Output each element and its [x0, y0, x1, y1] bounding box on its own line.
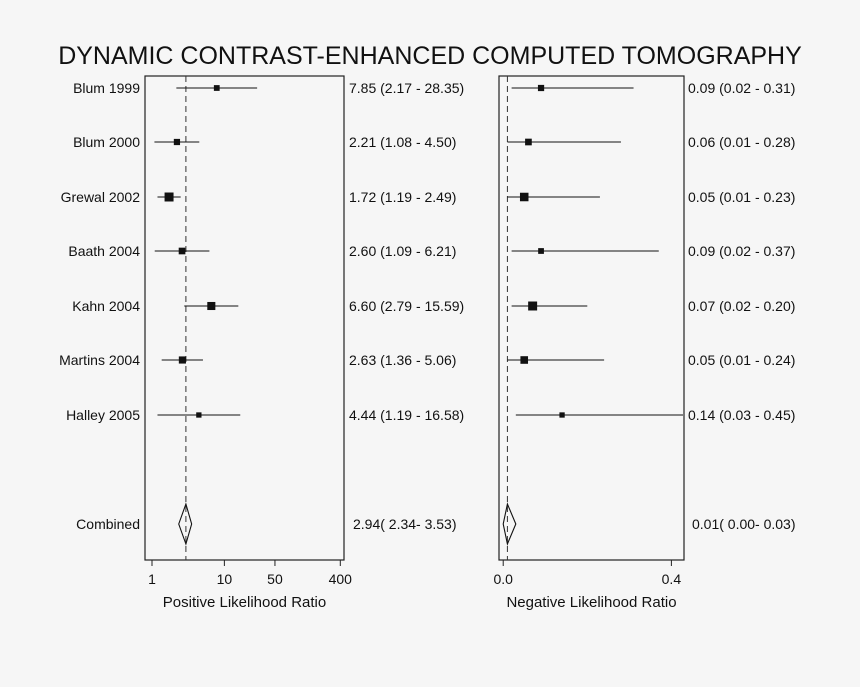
estimate-label: 0.14 (0.03 - 0.45)	[688, 407, 795, 423]
x-axis-label: Positive Likelihood Ratio	[163, 594, 326, 611]
point-estimate	[525, 138, 532, 146]
point-estimate	[178, 247, 186, 255]
combined-diamond	[178, 502, 193, 546]
study-label: Blum 1999	[73, 80, 140, 96]
chart-title: DYNAMIC CONTRAST-ENHANCED COMPUTED TOMOG…	[58, 42, 802, 70]
point-estimate	[537, 84, 545, 92]
tick-label: 50	[267, 571, 283, 587]
estimate-label: 2.21 (1.08 - 4.50)	[349, 134, 456, 150]
estimate-label: 0.09 (0.02 - 0.31)	[688, 80, 795, 96]
estimate-label: 0.07 (0.02 - 0.20)	[688, 298, 795, 314]
estimate-label: 2.60 (1.09 - 6.21)	[349, 243, 456, 259]
x-axis-label: Negative Likelihood Ratio	[506, 594, 676, 611]
study-label: Kahn 2004	[72, 298, 140, 314]
study-label: Blum 2000	[73, 134, 140, 150]
point-estimate	[213, 85, 220, 91]
point-estimate	[196, 412, 202, 418]
point-estimate	[164, 192, 174, 202]
estimate-label: 0.09 (0.02 - 0.37)	[688, 243, 795, 259]
point-estimate	[519, 192, 529, 202]
point-estimate	[538, 248, 544, 254]
estimate-label: 4.44 (1.19 - 16.58)	[349, 407, 464, 423]
point-estimate	[173, 138, 181, 146]
plot-frame	[144, 75, 345, 561]
estimate-label: 0.05 (0.01 - 0.24)	[688, 352, 795, 368]
combined-estimate-label: 0.01( 0.00- 0.03)	[692, 516, 796, 532]
tick-label: 400	[329, 571, 353, 587]
tick-label: 0.4	[662, 571, 682, 587]
point-estimate	[520, 356, 529, 364]
point-estimate	[178, 356, 186, 364]
point-estimate	[528, 301, 538, 311]
study-label: Martins 2004	[59, 352, 140, 368]
estimate-label: 6.60 (2.79 - 15.59)	[349, 298, 464, 314]
estimate-label: 0.05 (0.01 - 0.23)	[688, 189, 795, 205]
estimate-label: 0.06 (0.01 - 0.28)	[688, 134, 795, 150]
study-label: Baath 2004	[68, 243, 140, 259]
tick-label: 1	[148, 571, 156, 587]
plot-frame	[498, 75, 685, 561]
combined-estimate-label: 2.94( 2.34- 3.53)	[353, 516, 457, 532]
tick-label: 10	[217, 571, 233, 587]
estimate-label: 1.72 (1.19 - 2.49)	[349, 189, 456, 205]
estimate-label: 7.85 (2.17 - 28.35)	[349, 80, 464, 96]
positive-lr-panel: 7.85 (2.17 - 28.35) 2.21 (1.08 - 4.50) 1.7…	[144, 75, 464, 611]
point-estimate	[559, 412, 565, 418]
combined-diamond	[502, 502, 517, 546]
tick-label: 0.0	[493, 571, 513, 587]
negative-lr-panel: 0.09 (0.02 - 0.31) 0.06 (0.01 - 0.28) 0.05…	[493, 75, 796, 611]
estimate-label: 2.63 (1.36 - 5.06)	[349, 352, 456, 368]
combined-label: Combined	[76, 516, 140, 532]
point-estimate	[207, 301, 216, 311]
study-name-column: Blum 1999 Blum 2000 Grewal 2002 Baath 2004 K…	[59, 80, 140, 532]
study-label: Halley 2005	[66, 407, 140, 423]
study-label: Grewal 2002	[61, 189, 141, 205]
